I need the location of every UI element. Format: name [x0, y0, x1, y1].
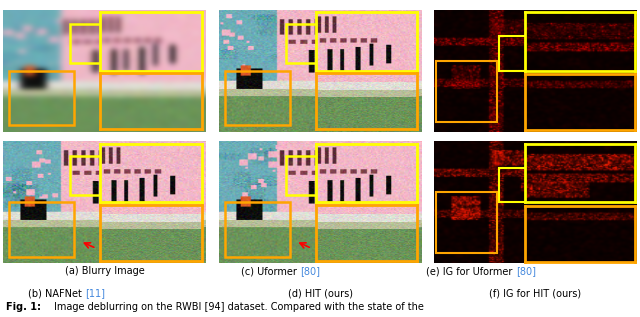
- Text: Image deblurring on the RWBI [94] dataset. Compared with the state of the: Image deblurring on the RWBI [94] datase…: [54, 302, 424, 312]
- Bar: [10, 71, 74, 126]
- Bar: [436, 192, 497, 253]
- Text: (c) Uformer: (c) Uformer: [241, 266, 300, 276]
- Text: (f) IG for HIT (ours): (f) IG for HIT (ours): [490, 288, 582, 298]
- Text: [80]: [80]: [300, 266, 320, 276]
- Bar: [225, 202, 290, 257]
- Bar: [70, 156, 115, 195]
- Text: (b) NAFNet [11]: (b) NAFNet [11]: [66, 288, 143, 298]
- Text: [11]: [11]: [85, 288, 105, 298]
- Text: (e) IG for Uformer [80]: (e) IG for Uformer [80]: [481, 266, 590, 276]
- Text: (b) NAFNet: (b) NAFNet: [28, 288, 85, 298]
- Bar: [285, 156, 330, 195]
- Bar: [70, 24, 115, 63]
- Bar: [436, 61, 497, 122]
- Text: (d) HIT (ours): (d) HIT (ours): [287, 288, 353, 298]
- Text: (c) Uformer [80]: (c) Uformer [80]: [280, 266, 360, 276]
- Text: Fig. 1:: Fig. 1:: [6, 302, 45, 312]
- Bar: [499, 168, 536, 202]
- Bar: [225, 71, 290, 126]
- Text: [80]: [80]: [516, 266, 536, 276]
- Bar: [10, 202, 74, 257]
- Bar: [285, 24, 330, 63]
- Text: (a) Blurry Image: (a) Blurry Image: [65, 266, 145, 276]
- Text: (e) IG for Uformer: (e) IG for Uformer: [426, 266, 516, 276]
- Bar: [499, 36, 536, 71]
